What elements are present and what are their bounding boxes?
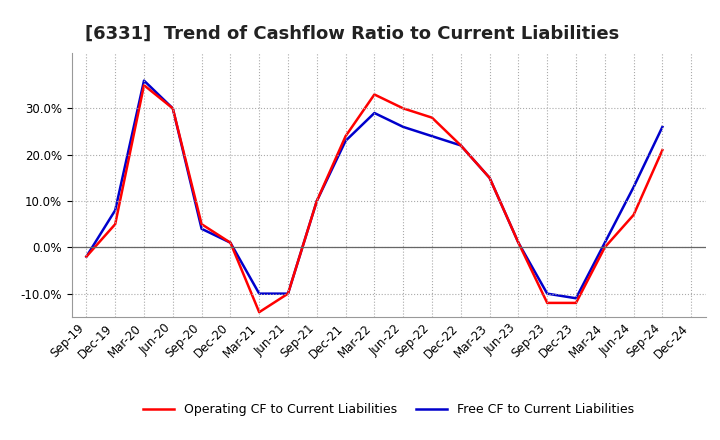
Free CF to Current Liabilities xyxy=(341,138,350,143)
Operating CF to Current Liabilities xyxy=(428,115,436,120)
Free CF to Current Liabilities xyxy=(82,254,91,259)
Free CF to Current Liabilities xyxy=(140,78,148,83)
Operating CF to Current Liabilities xyxy=(399,106,408,111)
Operating CF to Current Liabilities xyxy=(370,92,379,97)
Line: Operating CF to Current Liabilities: Operating CF to Current Liabilities xyxy=(86,85,662,312)
Line: Free CF to Current Liabilities: Free CF to Current Liabilities xyxy=(86,81,662,298)
Free CF to Current Liabilities xyxy=(197,226,206,231)
Free CF to Current Liabilities xyxy=(456,143,465,148)
Free CF to Current Liabilities xyxy=(600,240,609,246)
Operating CF to Current Liabilities xyxy=(255,309,264,315)
Operating CF to Current Liabilities xyxy=(485,175,494,180)
Free CF to Current Liabilities xyxy=(312,198,321,204)
Operating CF to Current Liabilities xyxy=(312,198,321,204)
Operating CF to Current Liabilities xyxy=(572,300,580,305)
Free CF to Current Liabilities xyxy=(543,291,552,296)
Operating CF to Current Liabilities xyxy=(456,143,465,148)
Free CF to Current Liabilities xyxy=(399,124,408,129)
Free CF to Current Liabilities xyxy=(629,184,638,190)
Operating CF to Current Liabilities xyxy=(168,106,177,111)
Operating CF to Current Liabilities xyxy=(111,221,120,227)
Text: [6331]  Trend of Cashflow Ratio to Current Liabilities: [6331] Trend of Cashflow Ratio to Curren… xyxy=(85,25,619,43)
Free CF to Current Liabilities xyxy=(572,296,580,301)
Free CF to Current Liabilities xyxy=(255,291,264,296)
Free CF to Current Liabilities xyxy=(226,240,235,246)
Free CF to Current Liabilities xyxy=(111,208,120,213)
Free CF to Current Liabilities xyxy=(428,133,436,139)
Free CF to Current Liabilities xyxy=(370,110,379,116)
Free CF to Current Liabilities xyxy=(514,240,523,246)
Operating CF to Current Liabilities xyxy=(82,254,91,259)
Free CF to Current Liabilities xyxy=(658,124,667,129)
Operating CF to Current Liabilities xyxy=(658,147,667,153)
Operating CF to Current Liabilities xyxy=(140,83,148,88)
Operating CF to Current Liabilities xyxy=(197,221,206,227)
Operating CF to Current Liabilities xyxy=(543,300,552,305)
Operating CF to Current Liabilities xyxy=(629,212,638,217)
Operating CF to Current Liabilities xyxy=(284,291,292,296)
Legend: Operating CF to Current Liabilities, Free CF to Current Liabilities: Operating CF to Current Liabilities, Fre… xyxy=(138,399,639,422)
Operating CF to Current Liabilities xyxy=(226,240,235,246)
Free CF to Current Liabilities xyxy=(168,106,177,111)
Operating CF to Current Liabilities xyxy=(600,245,609,250)
Operating CF to Current Liabilities xyxy=(514,240,523,246)
Free CF to Current Liabilities xyxy=(485,175,494,180)
Operating CF to Current Liabilities xyxy=(341,133,350,139)
Free CF to Current Liabilities xyxy=(284,291,292,296)
